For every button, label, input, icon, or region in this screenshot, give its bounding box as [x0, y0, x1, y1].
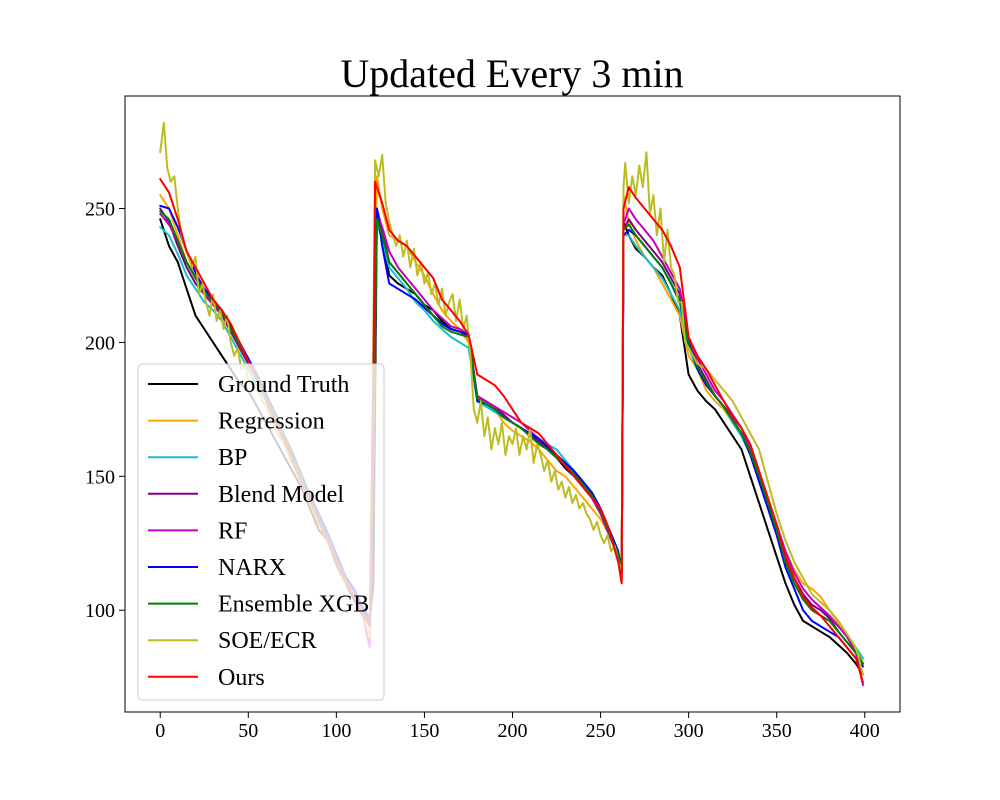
chart-title: Updated Every 3 min — [340, 51, 683, 96]
legend-box — [137, 363, 385, 701]
y-tick-label: 200 — [85, 332, 115, 354]
legend-label: Ours — [218, 665, 265, 691]
x-tick-label: 250 — [586, 720, 616, 742]
x-tick-label: 100 — [321, 720, 351, 742]
x-tick-label: 300 — [674, 720, 704, 742]
legend-label: Ensemble XGB — [218, 592, 369, 618]
x-tick-label: 200 — [498, 720, 528, 742]
legend-label: Regression — [218, 409, 325, 435]
axis-layer: 0 50 100 150 200 250 300 350 400 100 150 200 250 — [85, 198, 880, 742]
legend-label: RF — [218, 518, 247, 544]
legend-label: Ground Truth — [218, 372, 349, 398]
x-tick-label: 0 — [155, 720, 165, 742]
y-tick-label: 150 — [85, 466, 115, 488]
legend: Ground Truth Regression BP Blend Model RF NAR… — [137, 363, 385, 701]
x-tick-label: 150 — [409, 720, 439, 742]
x-tick-label: 350 — [762, 720, 792, 742]
y-tick-label: 250 — [85, 198, 115, 220]
y-tick-label: 100 — [85, 600, 115, 622]
legend-label: BP — [218, 445, 247, 471]
x-tick-label: 400 — [850, 720, 880, 742]
x-tick-label: 50 — [238, 720, 258, 742]
legend-label: Blend Model — [218, 482, 344, 508]
legend-label: NARX — [218, 555, 286, 581]
legend-label: SOE/ECR — [218, 628, 317, 654]
